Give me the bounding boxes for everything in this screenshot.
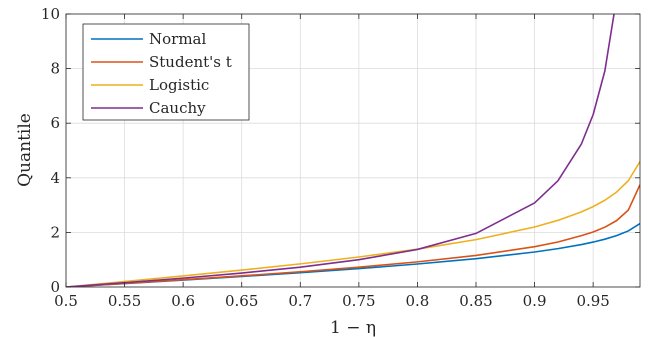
legend-entry: Student's t xyxy=(149,53,232,71)
legend-box xyxy=(82,23,250,121)
series-line-3 xyxy=(66,14,615,287)
x-tick-label: 0.95 xyxy=(576,292,609,310)
x-tick-label: 0.6 xyxy=(171,292,195,310)
axis-ticks xyxy=(65,13,640,288)
x-axis-label: 1 − η xyxy=(330,318,376,337)
legend-entry: Normal xyxy=(149,30,206,48)
plot-border xyxy=(65,13,641,288)
legend-entry: Logistic xyxy=(149,76,209,94)
y-tick-label: 2 xyxy=(50,223,60,241)
x-tick-label: 0.7 xyxy=(288,292,312,310)
x-tick-label: 0.8 xyxy=(405,292,429,310)
x-tick-label: 0.65 xyxy=(225,292,258,310)
legend: Normal Student's t Logistic Cauchy xyxy=(82,23,250,121)
series-line-1 xyxy=(66,184,640,287)
y-tick-label: 0 xyxy=(50,278,60,296)
y-tick-label: 10 xyxy=(41,5,60,23)
x-tick-label: 0.9 xyxy=(523,292,547,310)
x-tick-label: 0.55 xyxy=(108,292,141,310)
y-tick-label: 4 xyxy=(50,169,60,187)
x-tick-label: 0.75 xyxy=(342,292,375,310)
legend-entry: Cauchy xyxy=(149,99,206,117)
y-tick-label: 6 xyxy=(50,114,60,132)
x-tick-label: 0.85 xyxy=(459,292,492,310)
y-tick-label: 8 xyxy=(50,60,60,78)
x-tick-label: 0.5 xyxy=(54,292,78,310)
series-line-2 xyxy=(66,161,640,287)
series-lines xyxy=(66,14,640,287)
tick-labels: 0.5 0.55 0.6 0.65 0.7 0.75 0.8 0.85 0.9 0.95 0 2 4 6 8… xyxy=(41,5,610,310)
y-axis-label: Quantile xyxy=(15,113,35,187)
